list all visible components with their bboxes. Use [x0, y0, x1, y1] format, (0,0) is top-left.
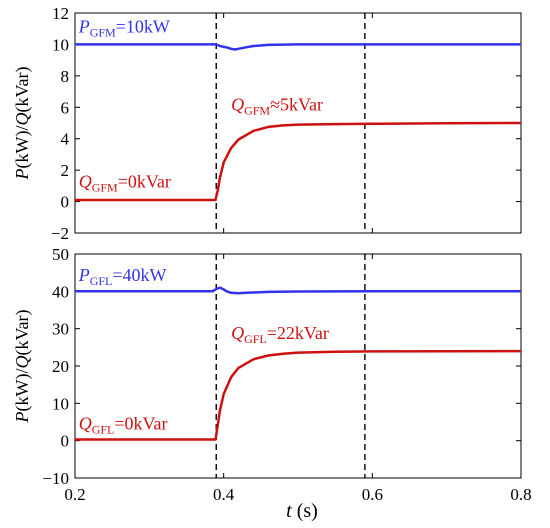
bottom-panel: −10 0 10 20 30 40 50 0.2 0.4 0.6 0.8 PGFL=40kW QGFL=…: [12, 245, 532, 504]
y-tick-label: 12: [52, 4, 69, 23]
x-tick-label: 0.6: [362, 485, 383, 504]
y-tick-label: −10: [42, 469, 69, 488]
plot-frame: [74, 253, 522, 479]
y-tick-label: 30: [52, 320, 69, 339]
x-tick-label: 0.2: [64, 485, 85, 504]
series-annotation: QGFL=0kVar: [79, 413, 168, 436]
series-line: [75, 121, 522, 202]
x-axis-label: t (s): [286, 500, 318, 522]
series-line: [75, 349, 522, 441]
y-tick-label: 2: [61, 161, 70, 180]
y-tick-label: 50: [52, 245, 69, 264]
y-tick-label: 0: [61, 193, 70, 212]
series-annotation: PGFL=40kW: [78, 265, 167, 288]
series-line: [75, 286, 521, 295]
y-tick-label: 10: [52, 35, 69, 54]
y-tick-label: 8: [61, 67, 70, 86]
series-line: [75, 43, 521, 51]
x-tick-label: 0.4: [213, 485, 235, 504]
y-tick-label: 4: [61, 130, 70, 149]
y-tick-label: −2: [51, 224, 69, 243]
y-axis-label: P(kW)/Q(kVar): [12, 310, 33, 424]
series-annotation: QGFL=22kVar: [231, 323, 329, 346]
y-tick-label: 10: [52, 394, 69, 413]
series-annotation: PGFM=10kW: [78, 17, 170, 40]
series-annotation: QGFM≈5kVar: [231, 94, 323, 117]
y-tick-label: 0: [61, 432, 70, 451]
y-tick-label: 6: [61, 98, 70, 117]
y-tick-label: 40: [52, 282, 69, 301]
x-tick-label: 0.8: [510, 485, 531, 504]
series-annotation: QGFM=0kVar: [79, 171, 171, 194]
top-panel: −2 0 2 4 6 8 10 12 PGFM=10kW QGFM≈5kVar QGFM=0kVar…: [12, 4, 522, 243]
y-tick-label: 20: [52, 357, 69, 376]
y-axis-label: P(kW)/Q(kVar): [12, 67, 33, 181]
